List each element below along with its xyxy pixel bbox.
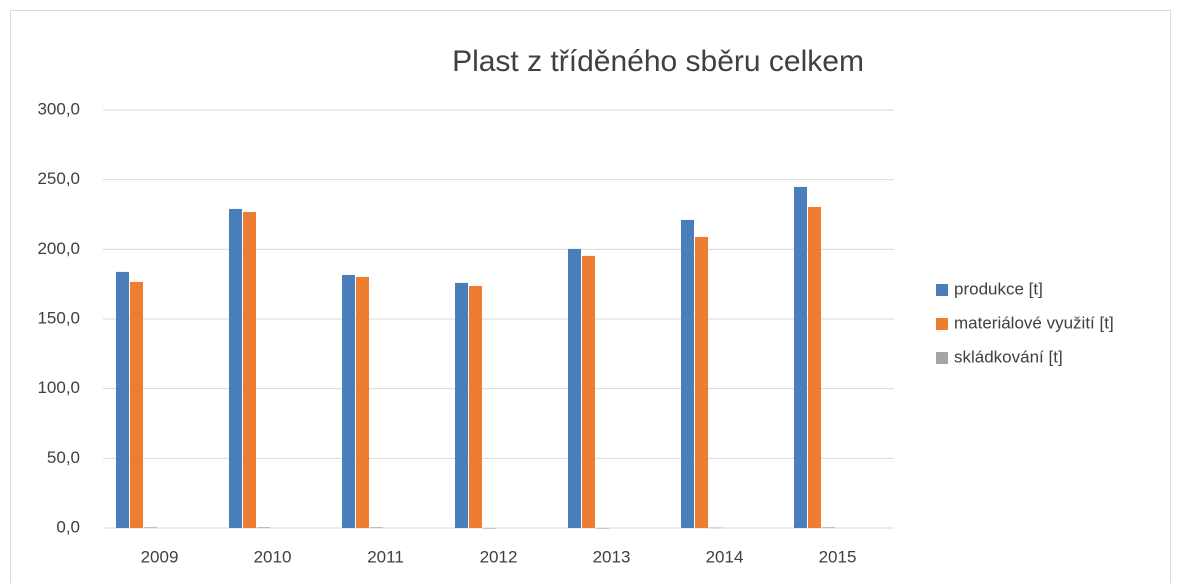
x-tick-label: 2013 — [593, 547, 631, 566]
bar — [257, 527, 270, 528]
y-tick-label: 100,0 — [37, 378, 80, 397]
bar — [130, 281, 143, 528]
bar — [342, 274, 355, 528]
y-tick-label: 250,0 — [37, 169, 80, 188]
bar — [229, 208, 242, 528]
x-tick-label: 2012 — [480, 547, 518, 566]
bar — [455, 282, 468, 528]
bar — [243, 211, 256, 528]
bar — [483, 528, 496, 529]
legend-label: produkce [t] — [954, 279, 1043, 298]
y-tick-label: 150,0 — [37, 308, 80, 327]
bar — [822, 527, 835, 528]
x-tick-label: 2009 — [141, 547, 179, 566]
bar — [709, 527, 722, 529]
y-tick-label: 300,0 — [37, 99, 80, 118]
chart-title: Plast z tříděného sběru celkem — [452, 45, 864, 78]
x-tick-label: 2015 — [819, 547, 857, 566]
y-tick-label: 0,0 — [56, 517, 80, 536]
bar — [469, 285, 482, 528]
bar — [568, 248, 581, 528]
legend-label: materiálové využití [t] — [954, 313, 1114, 332]
bar — [582, 255, 595, 528]
legend-swatch — [936, 318, 948, 330]
bar — [596, 528, 609, 529]
x-tick-label: 2010 — [254, 547, 292, 566]
x-tick-label: 2014 — [706, 547, 744, 566]
bar — [681, 219, 694, 528]
bar — [144, 527, 157, 528]
bar — [808, 206, 821, 528]
bar — [794, 186, 807, 529]
bar — [356, 276, 369, 528]
bar — [116, 271, 129, 528]
legend-label: skládkování [t] — [954, 347, 1063, 366]
bar — [695, 236, 708, 528]
y-tick-label: 50,0 — [47, 448, 80, 467]
legend-swatch — [936, 352, 948, 364]
y-tick-label: 200,0 — [37, 239, 80, 258]
x-tick-label: 2011 — [367, 547, 404, 566]
bar — [370, 527, 383, 528]
legend-swatch — [936, 284, 948, 296]
